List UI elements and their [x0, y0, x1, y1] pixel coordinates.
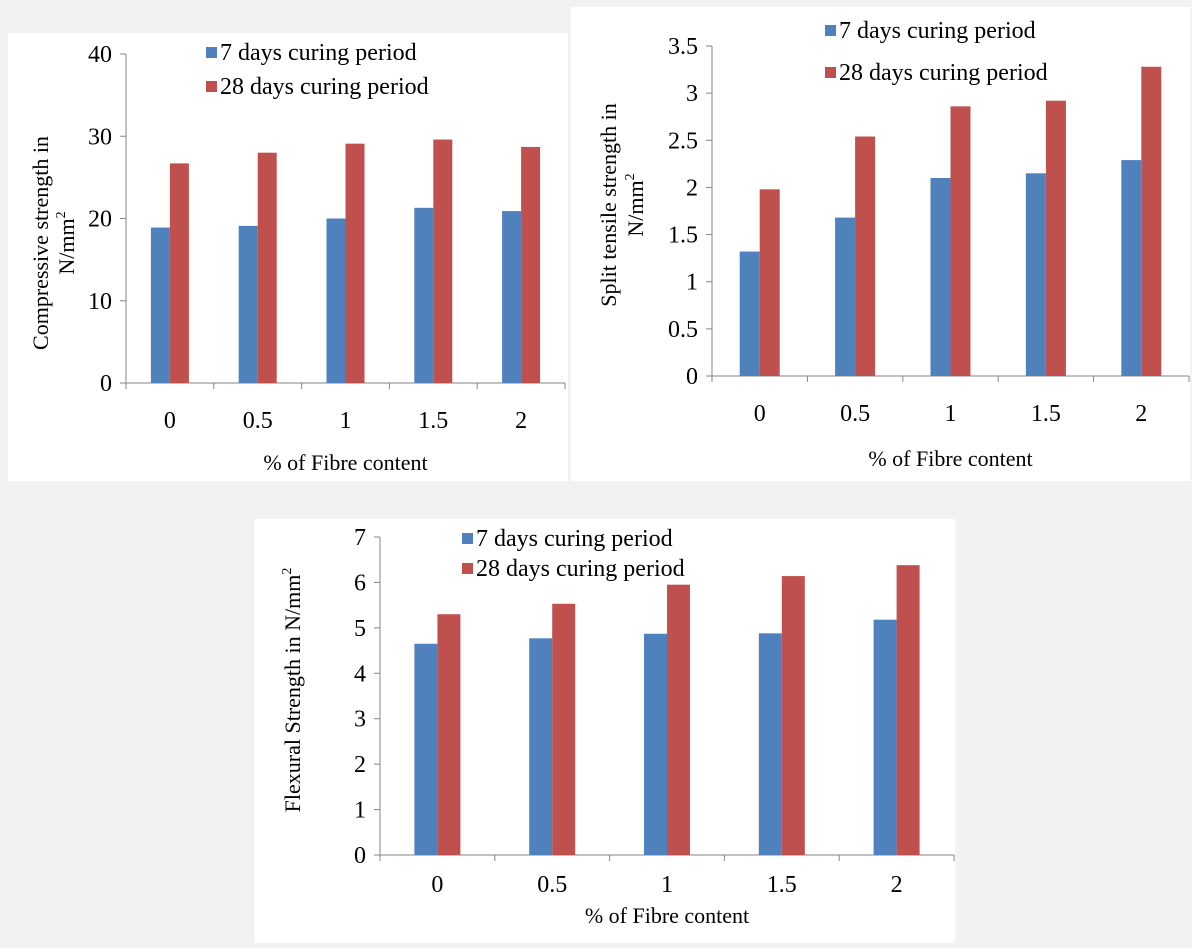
y-tick-label: 0 — [100, 371, 112, 397]
x-tick-label: 0.5 — [537, 872, 567, 898]
legend-swatch-7-days — [825, 25, 836, 36]
bar-7-days-1 — [238, 225, 258, 383]
x-tick-label: 1.5 — [418, 408, 448, 434]
y-tick-label: 5 — [354, 616, 366, 642]
y-tick-label: 1 — [354, 798, 366, 824]
bar-7-days-1 — [529, 638, 553, 855]
legend-swatch-28-days — [462, 563, 473, 574]
x-tick-label: 1 — [661, 872, 673, 898]
x-tick-label: 1.5 — [1031, 401, 1061, 427]
flexural-strength-chart: 0 1 2 3 4 5 6 7 0 0.5 1 1.5 2 % of Fibre content Flexu… — [254, 519, 955, 943]
bar-28-days-0 — [169, 163, 189, 383]
x-tick-label: 1 — [340, 408, 352, 434]
x-tick-label: 1 — [945, 401, 957, 427]
y-axis-label: Flexural Strength in N/mm2 — [280, 568, 305, 813]
flexural-strength-svg: 0 1 2 3 4 5 6 7 0 0.5 1 1.5 2 % of Fibre content Flexu… — [280, 525, 955, 928]
y-tick-label: 4 — [354, 661, 366, 687]
y-axis-label-line2: N/mm2 — [54, 211, 79, 274]
y-axis-label-superscript: 2 — [280, 568, 295, 575]
y-tick-label: 2.5 — [668, 128, 698, 154]
x-tick-label: 0 — [164, 408, 176, 434]
bar-28-days-3 — [781, 576, 805, 855]
bar-28-days-2 — [667, 584, 690, 855]
bar-28-days-2 — [345, 143, 365, 383]
legend-swatch-28-days — [206, 81, 217, 92]
bar-28-days-0 — [437, 614, 461, 855]
legend-label-28-days: 28 days curing period — [839, 60, 1048, 86]
x-axis-label: % of Fibre content — [868, 446, 1032, 471]
bar-28-days-4 — [896, 565, 920, 855]
y-tick-label: 6 — [354, 570, 366, 596]
split-tensile-strength-chart: 0 0.5 1 1.5 2 2.5 3 3.5 0 0.5 1 1.5 2 % of Fibre cont… — [571, 7, 1190, 481]
bar-7-days-1 — [835, 217, 856, 376]
legend-swatch-7-days — [462, 533, 473, 544]
y-tick-label: 0.5 — [668, 317, 698, 343]
legend-swatch-7-days — [206, 47, 217, 58]
y-tick-label: 0 — [354, 843, 366, 869]
bar-7-days-0 — [414, 643, 438, 855]
y-tick-label: 3 — [354, 707, 366, 733]
bar-7-days-0 — [739, 251, 760, 376]
x-tick-label: 2 — [515, 408, 527, 434]
y-axis-label-superscript: 2 — [623, 173, 638, 180]
y-tick-label: 2 — [686, 175, 698, 201]
y-axis-label-line1: Compressive strength in — [28, 136, 53, 350]
y-tick-label: 7 — [354, 525, 366, 551]
x-tick-label: 0 — [431, 872, 443, 898]
bar-7-days-3 — [758, 633, 782, 855]
y-axis-label-unit: N/mm — [54, 218, 79, 274]
bar-7-days-3 — [1025, 173, 1046, 376]
compressive-strength-chart: 0 10 20 30 40 0 0.5 1 1.5 2 % of Fibre content Comp… — [8, 33, 568, 481]
y-tick-label: 30 — [88, 124, 112, 150]
bar-28-days-3 — [433, 139, 453, 383]
y-tick-label: 1.5 — [668, 223, 698, 249]
bar-7-days-4 — [502, 211, 522, 383]
bar-28-days-4 — [521, 146, 541, 383]
legend-label-28-days: 28 days curing period — [220, 74, 429, 100]
y-axis-label-unit: N/mm — [623, 180, 648, 236]
x-tick-label: 2 — [1135, 401, 1147, 427]
y-tick-label: 3.5 — [668, 34, 698, 60]
bar-28-days-1 — [257, 152, 277, 383]
bar-7-days-4 — [873, 619, 897, 855]
split-tensile-strength-svg: 0 0.5 1 1.5 2 2.5 3 3.5 0 0.5 1 1.5 2 % of Fibre cont… — [596, 18, 1190, 471]
y-tick-label: 3 — [686, 81, 698, 107]
x-axis-label: % of Fibre content — [263, 450, 427, 475]
x-tick-label: 1.5 — [767, 872, 797, 898]
bar-7-days-0 — [150, 227, 170, 383]
bar-28-days-0 — [759, 189, 780, 376]
x-tick-label: 2 — [891, 872, 903, 898]
legend-label-7-days: 7 days curing period — [220, 40, 417, 66]
legend-swatch-28-days — [825, 67, 836, 78]
bar-7-days-3 — [414, 207, 434, 383]
y-tick-label: 0 — [686, 364, 698, 390]
y-axis-label-text: Flexural Strength in N/mm — [280, 575, 305, 813]
y-tick-label: 2 — [354, 752, 366, 778]
x-tick-label: 0.5 — [840, 401, 870, 427]
bar-28-days-2 — [950, 106, 971, 376]
bar-28-days-1 — [855, 136, 876, 376]
x-axis-label: % of Fibre content — [585, 903, 749, 928]
bar-7-days-2 — [326, 218, 346, 383]
legend-label-7-days: 7 days curing period — [839, 18, 1036, 44]
bar-28-days-3 — [1045, 100, 1066, 376]
y-tick-label: 40 — [88, 42, 112, 68]
y-axis-label-line2: N/mm2 — [623, 173, 648, 236]
bar-7-days-2 — [644, 633, 667, 855]
bar-28-days-1 — [552, 603, 576, 855]
legend-label-28-days: 28 days curing period — [476, 556, 685, 582]
compressive-strength-svg: 0 10 20 30 40 0 0.5 1 1.5 2 % of Fibre content Comp… — [28, 40, 566, 475]
y-tick-label: 10 — [88, 289, 112, 315]
x-tick-label: 0 — [754, 401, 766, 427]
y-axis-label-line1: Split tensile strength in — [596, 103, 621, 307]
bar-7-days-2 — [930, 178, 951, 376]
x-tick-label: 0.5 — [243, 408, 273, 434]
y-tick-label: 20 — [88, 207, 112, 233]
bar-7-days-4 — [1121, 160, 1142, 376]
bar-28-days-4 — [1141, 66, 1162, 376]
y-axis-label-superscript: 2 — [54, 211, 69, 218]
legend-label-7-days: 7 days curing period — [476, 526, 673, 552]
y-tick-label: 1 — [686, 270, 698, 296]
